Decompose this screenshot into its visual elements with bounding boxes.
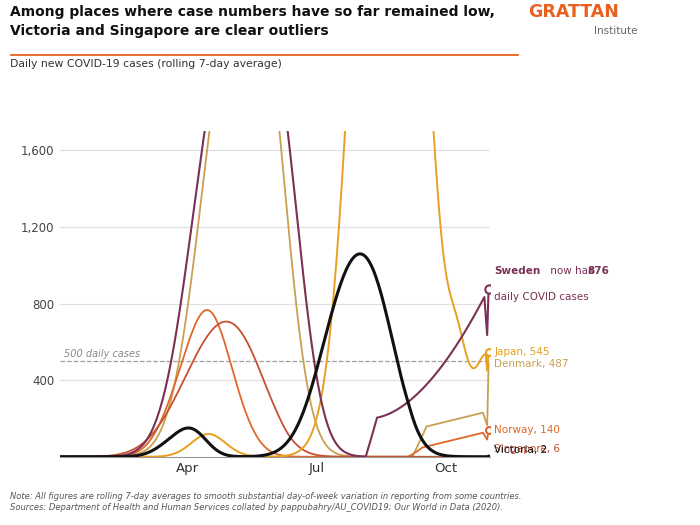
Text: 500 daily cases: 500 daily cases (64, 349, 140, 359)
Text: Singapore, 6: Singapore, 6 (494, 444, 560, 454)
Text: Denmark, 487: Denmark, 487 (494, 359, 568, 369)
Text: Note: All figures are rolling 7-day averages to smooth substantial day-of-week v: Note: All figures are rolling 7-day aver… (10, 492, 522, 512)
Text: Japan, 545: Japan, 545 (494, 348, 550, 358)
Text: Daily new COVID-19 cases (rolling 7-day average): Daily new COVID-19 cases (rolling 7-day … (10, 59, 282, 69)
Text: Victoria, 2: Victoria, 2 (494, 445, 547, 455)
Text: Norway, 140: Norway, 140 (494, 425, 560, 435)
Text: Institute: Institute (594, 26, 637, 36)
Text: Among places where case numbers have so far remained low,: Among places where case numbers have so … (10, 5, 496, 19)
Text: daily COVID cases: daily COVID cases (494, 292, 589, 302)
Text: GRATTAN: GRATTAN (528, 3, 620, 20)
Text: 876: 876 (587, 266, 609, 276)
Text: now has: now has (547, 266, 596, 276)
Text: Victoria and Singapore are clear outliers: Victoria and Singapore are clear outlier… (10, 24, 329, 38)
Text: Sweden: Sweden (494, 266, 540, 276)
